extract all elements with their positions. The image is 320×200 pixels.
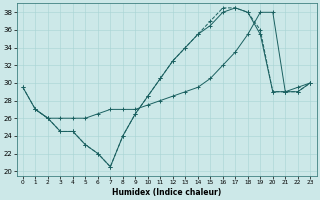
X-axis label: Humidex (Indice chaleur): Humidex (Indice chaleur)	[112, 188, 221, 197]
